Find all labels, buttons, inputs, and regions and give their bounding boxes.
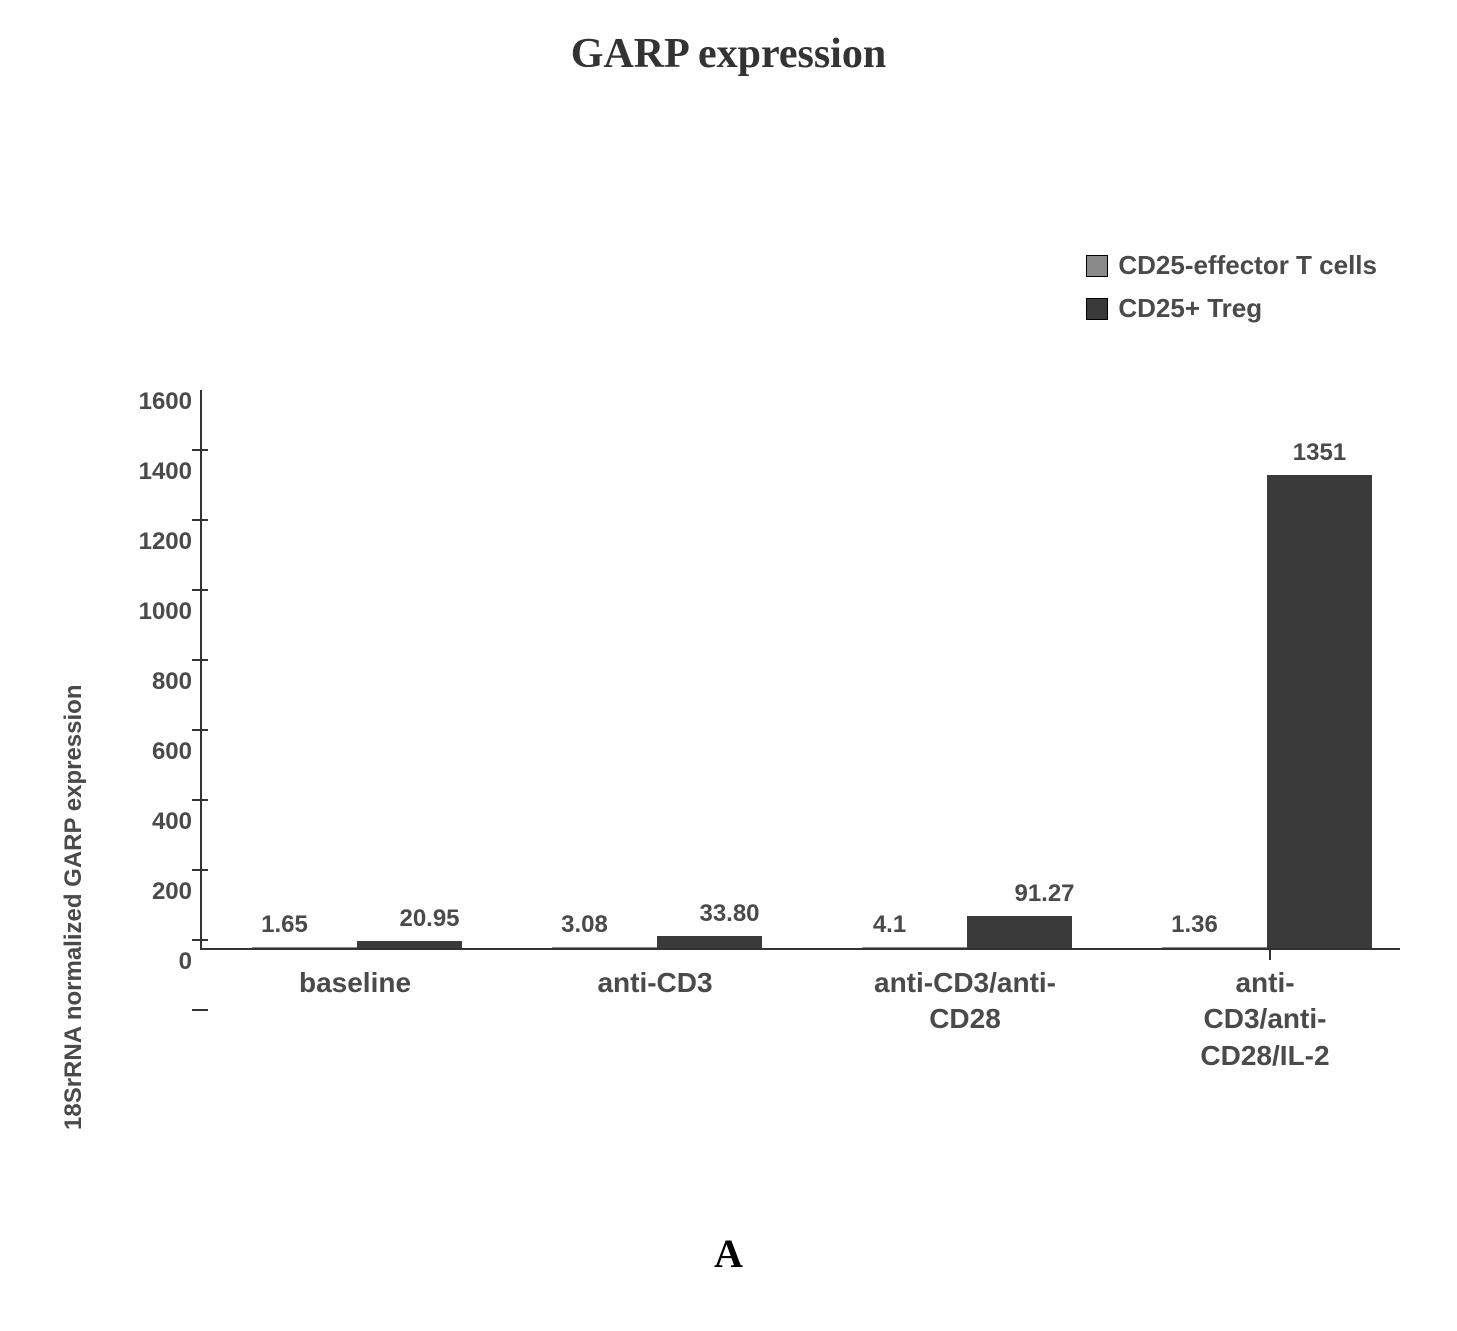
bar-value-label: 1.36 <box>1171 911 1218 939</box>
legend: CD25-effector T cells CD25+ Treg <box>1086 250 1377 336</box>
x-tick-mark <box>1269 950 1271 960</box>
y-tick-mark <box>192 519 208 521</box>
y-tick-mark <box>192 869 208 871</box>
panel-label: A <box>714 1230 743 1277</box>
y-tick-mark <box>192 449 208 451</box>
bar: 33.80 <box>657 936 762 948</box>
y-tick-mark <box>192 659 208 661</box>
bar: 1.65 <box>252 947 357 948</box>
bar: 4.1 <box>862 947 967 948</box>
bar-group: 3.0833.80 <box>552 936 762 948</box>
bar-value-label: 20.95 <box>399 905 459 933</box>
y-tick-mark <box>192 589 208 591</box>
y-tick-label: 1400 <box>139 458 192 486</box>
bar: 91.27 <box>967 916 1072 948</box>
chart-container: GARP expression CD25-effector T cellsCD2… <box>20 30 1437 1321</box>
plot-wrapper: 18SrRNA normalized GARP expression 02004… <box>70 390 1410 1010</box>
y-tick-label: 400 <box>152 808 192 836</box>
y-tick-label: 1000 <box>139 598 192 626</box>
legend-label: CD25-effector T cells <box>1118 250 1377 281</box>
y-tick-mark <box>192 1009 208 1011</box>
y-tick-label: 200 <box>152 878 192 906</box>
bar-group: 4.191.27 <box>862 916 1072 948</box>
x-axis-label: baseline <box>299 965 411 1001</box>
plot-area: 1.6520.953.0833.804.191.271.361351 <box>200 390 1400 950</box>
legend-swatch <box>1086 255 1108 277</box>
bar: 1351 <box>1267 475 1372 948</box>
chart-title: GARP expression <box>20 30 1437 78</box>
x-axis-label: anti-CD3 <box>597 965 712 1001</box>
legend-item: CD25-effector T cells <box>1086 250 1377 281</box>
y-tick-mark <box>192 799 208 801</box>
bar-value-label: 3.08 <box>561 911 608 939</box>
bars-area: 1.6520.953.0833.804.191.271.361351 <box>202 390 1400 948</box>
legend-label: CD25+ Treg <box>1118 293 1262 324</box>
bar: 20.95 <box>357 941 462 948</box>
bar-value-label: 4.1 <box>873 911 906 939</box>
bar-value-label: 33.80 <box>699 900 759 928</box>
bar-value-label: 91.27 <box>1014 880 1074 908</box>
bar: 1.36 <box>1162 947 1267 948</box>
y-tick-mark <box>192 729 208 731</box>
bar-value-label: 1351 <box>1293 439 1346 467</box>
x-axis-label: anti-CD3/anti- CD28/IL-2 <box>1198 965 1333 1074</box>
y-ticks: 02004006008001000120014001600 <box>70 390 200 950</box>
x-axis-label: anti-CD3/anti- CD28 <box>874 965 1056 1038</box>
y-tick-label: 1200 <box>139 528 192 556</box>
bar-group: 1.361351 <box>1162 475 1372 948</box>
y-tick-label: 800 <box>152 668 192 696</box>
bar: 3.08 <box>552 947 657 948</box>
bar-group: 1.6520.95 <box>252 941 462 948</box>
y-tick-label: 600 <box>152 738 192 766</box>
legend-item: CD25+ Treg <box>1086 293 1377 324</box>
y-tick-mark <box>192 939 208 941</box>
bar-value-label: 1.65 <box>261 911 308 939</box>
y-tick-label: 0 <box>179 948 192 976</box>
legend-swatch <box>1086 298 1108 320</box>
y-tick-label: 1600 <box>139 388 192 416</box>
